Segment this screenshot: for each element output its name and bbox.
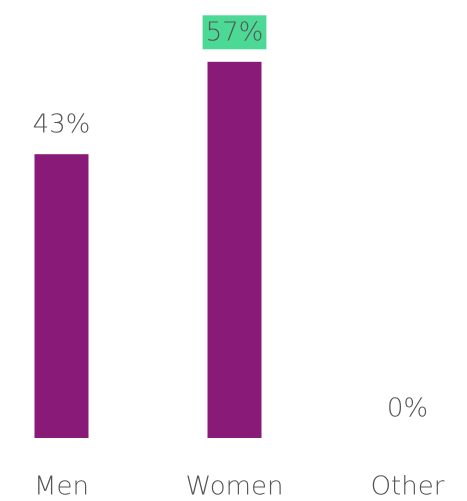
value-label: 0% [387,394,428,424]
value-label: 57% [206,17,264,47]
bar [34,154,89,438]
value-label: 43% [33,110,91,140]
x-tick-label: Men [34,472,89,501]
x-tick-label: Women [186,472,284,501]
x-tick-label: Other [371,472,445,501]
bar [207,61,262,439]
value-label-highlight [202,15,267,50]
